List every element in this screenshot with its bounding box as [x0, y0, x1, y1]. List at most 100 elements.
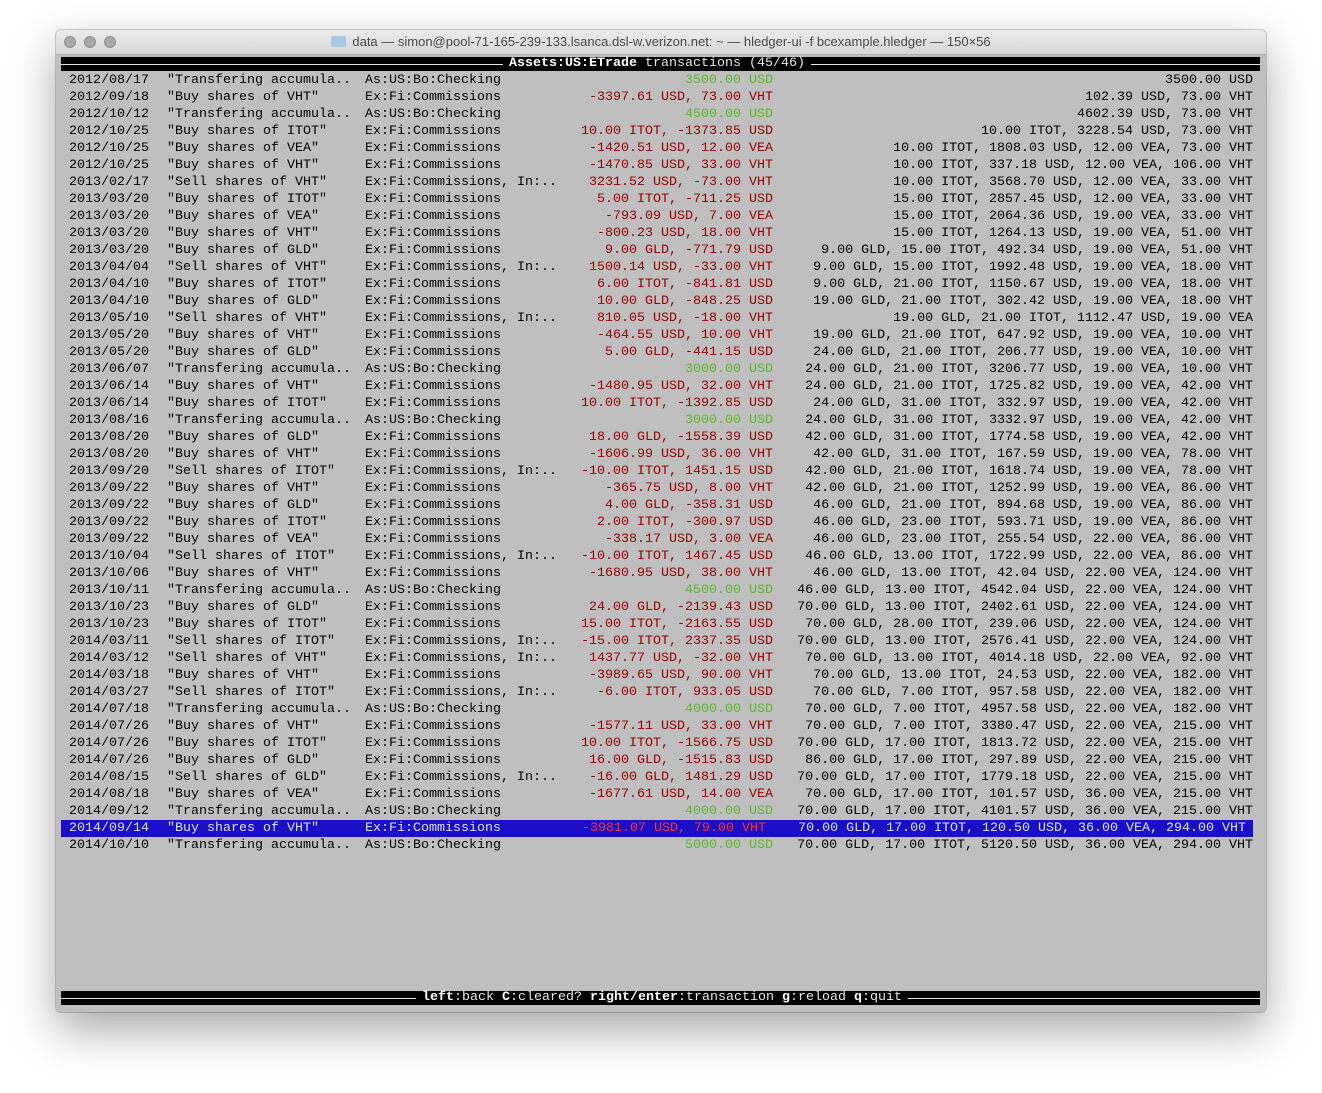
position-indicator: (45/46) — [748, 56, 805, 71]
table-row[interactable]: 2013/06/14 "Buy shares of VHT" Ex:Fi:Commi… — [61, 378, 1260, 395]
cell-amount: 4000.00 USD — [685, 804, 773, 819]
keybinding-hints: left:back C:cleared? right/enter:transac… — [416, 991, 908, 1005]
cell-amount: 4000.00 USD — [685, 702, 773, 717]
table-row[interactable]: 2013/10/11 "Transfering accumula.. As:US:B… — [61, 582, 1260, 599]
cell-description: "Transfering accumula.. — [167, 107, 351, 122]
table-row[interactable]: 2013/09/22 "Buy shares of VEA" Ex:Fi:Commi… — [61, 531, 1260, 548]
keybinding-back: left:back — [422, 990, 494, 1005]
table-row[interactable]: 2013/04/04 "Sell shares of VHT" Ex:Fi:Comm… — [61, 259, 1260, 276]
table-row[interactable]: 2013/03/20 "Buy shares of GLD" Ex:Fi:Commi… — [61, 242, 1260, 259]
cell-date: 2012/10/25 — [69, 124, 149, 139]
table-row[interactable]: 2013/06/14 "Buy shares of ITOT" Ex:Fi:Comm… — [61, 395, 1260, 412]
table-row[interactable]: 2013/03/20 "Buy shares of VHT" Ex:Fi:Commi… — [61, 225, 1260, 242]
cell-description: "Sell shares of VHT" — [167, 175, 327, 190]
table-row[interactable]: 2013/09/20 "Sell shares of ITOT" Ex:Fi:Com… — [61, 463, 1260, 480]
table-row[interactable]: 2013/09/22 "Buy shares of VHT" Ex:Fi:Commi… — [61, 480, 1260, 497]
table-row-selected[interactable]: 2014/09/14 "Buy shares of VHT" Ex:Fi:Commi… — [61, 820, 1253, 837]
cell-amount: 2.00 ITOT, -300.97 USD — [597, 515, 773, 530]
cell-date: 2014/09/12 — [69, 804, 149, 819]
table-row[interactable]: 2013/10/04 "Sell shares of ITOT" Ex:Fi:Com… — [61, 548, 1260, 565]
cell-description: "Buy shares of VHT" — [167, 226, 319, 241]
cell-account: Ex:Fi:Commissions — [365, 430, 501, 445]
cell-description: "Buy shares of ITOT" — [167, 124, 327, 139]
table-row[interactable]: 2014/07/18 "Transfering accumula.. As:US:B… — [61, 701, 1260, 718]
cell-amount: -3397.61 USD, 73.00 VHT — [589, 90, 773, 105]
cell-amount: 15.00 ITOT, -2163.55 USD — [581, 617, 773, 632]
table-row[interactable]: 2013/10/23 "Buy shares of ITOT" Ex:Fi:Comm… — [61, 616, 1260, 633]
cell-balance: 46.00 GLD, 21.00 ITOT, 894.68 USD, 19.00… — [813, 498, 1253, 513]
table-row[interactable]: 2013/09/22 "Buy shares of ITOT" Ex:Fi:Comm… — [61, 514, 1260, 531]
terminal-content[interactable]: Assets:US:ETrade transactions (45/46) 20… — [61, 55, 1260, 1012]
key-label: right/enter — [590, 990, 678, 1005]
table-row[interactable]: 2014/09/12 "Transfering accumula.. As:US:B… — [61, 803, 1260, 820]
cell-description: "Transfering accumula.. — [167, 73, 351, 88]
cell-balance: 70.00 GLD, 17.00 ITOT, 120.50 USD, 36.00… — [798, 821, 1246, 836]
cell-balance: 24.00 GLD, 21.00 ITOT, 206.77 USD, 19.00… — [813, 345, 1253, 360]
cell-date: 2013/04/10 — [69, 277, 149, 292]
cell-balance: 46.00 GLD, 13.00 ITOT, 4542.04 USD, 22.0… — [797, 583, 1253, 598]
table-row[interactable]: 2013/05/20 "Buy shares of VHT" Ex:Fi:Commi… — [61, 327, 1260, 344]
cell-date: 2013/10/11 — [69, 583, 149, 598]
zoom-button[interactable] — [104, 36, 116, 48]
cell-amount: 10.00 GLD, -848.25 USD — [597, 294, 773, 309]
table-row[interactable]: 2013/09/22 "Buy shares of GLD" Ex:Fi:Commi… — [61, 497, 1260, 514]
cell-amount: -365.75 USD, 8.00 VHT — [605, 481, 773, 496]
cell-account: Ex:Fi:Commissions, In:.. — [365, 464, 557, 479]
table-row[interactable]: 2014/10/10 "Transfering accumula.. As:US:B… — [61, 837, 1260, 854]
cell-account: Ex:Fi:Commissions — [365, 141, 501, 156]
cell-description: "Sell shares of ITOT" — [167, 549, 335, 564]
cell-account: Ex:Fi:Commissions — [365, 192, 501, 207]
cell-balance: 9.00 GLD, 15.00 ITOT, 492.34 USD, 19.00 … — [821, 243, 1253, 258]
table-row[interactable]: 2013/08/20 "Buy shares of GLD" Ex:Fi:Commi… — [61, 429, 1260, 446]
cell-date: 2014/07/26 — [69, 719, 149, 734]
table-row[interactable]: 2014/03/11 "Sell shares of ITOT" Ex:Fi:Com… — [61, 633, 1260, 650]
cell-balance: 70.00 GLD, 17.00 ITOT, 5120.50 USD, 36.0… — [797, 838, 1253, 853]
table-row[interactable]: 2013/05/20 "Buy shares of GLD" Ex:Fi:Commi… — [61, 344, 1260, 361]
table-row[interactable]: 2014/03/27 "Sell shares of ITOT" Ex:Fi:Com… — [61, 684, 1260, 701]
table-row[interactable]: 2013/03/20 "Buy shares of ITOT" Ex:Fi:Comm… — [61, 191, 1260, 208]
minimize-button[interactable] — [84, 36, 96, 48]
cell-amount: 10.00 ITOT, -1392.85 USD — [581, 396, 773, 411]
key-label: q — [853, 990, 862, 1005]
cell-account: As:US:Bo:Checking — [365, 413, 501, 428]
cell-description: "Transfering accumula.. — [167, 413, 351, 428]
keybinding-transaction: right/enter:transaction — [590, 990, 774, 1005]
table-row[interactable]: 2013/04/10 "Buy shares of GLD" Ex:Fi:Commi… — [61, 293, 1260, 310]
table-row[interactable]: 2012/10/12 "Transfering accumula.. As:US:B… — [61, 106, 1260, 123]
key-label: g — [781, 990, 790, 1005]
table-row[interactable]: 2012/10/25 "Buy shares of VHT" Ex:Fi:Commi… — [61, 157, 1260, 174]
cell-amount: 9.00 GLD, -771.79 USD — [605, 243, 773, 258]
cell-description: "Buy shares of ITOT" — [167, 192, 327, 207]
table-row[interactable]: 2013/05/10 "Sell shares of VHT" Ex:Fi:Comm… — [61, 310, 1260, 327]
table-row[interactable]: 2014/07/26 "Buy shares of ITOT" Ex:Fi:Comm… — [61, 735, 1260, 752]
table-row[interactable]: 2014/03/18 "Buy shares of VHT" Ex:Fi:Commi… — [61, 667, 1260, 684]
cell-amount: 5000.00 USD — [685, 838, 773, 853]
table-row[interactable]: 2014/08/18 "Buy shares of VEA" Ex:Fi:Commi… — [61, 786, 1260, 803]
table-row[interactable]: 2012/09/18 "Buy shares of VHT" Ex:Fi:Commi… — [61, 89, 1260, 106]
cell-balance: 70.00 GLD, 17.00 ITOT, 4101.57 USD, 36.0… — [797, 804, 1253, 819]
cell-balance: 70.00 GLD, 17.00 ITOT, 101.57 USD, 36.00… — [805, 787, 1253, 802]
cell-account: Ex:Fi:Commissions — [365, 124, 501, 139]
table-row[interactable]: 2014/08/15 "Sell shares of GLD" Ex:Fi:Comm… — [61, 769, 1260, 786]
table-row[interactable]: 2012/10/25 "Buy shares of VEA" Ex:Fi:Commi… — [61, 140, 1260, 157]
table-row[interactable]: 2013/08/20 "Buy shares of VHT" Ex:Fi:Commi… — [61, 446, 1260, 463]
table-row[interactable]: 2014/03/12 "Sell shares of VHT" Ex:Fi:Comm… — [61, 650, 1260, 667]
table-row[interactable]: 2013/03/20 "Buy shares of VEA" Ex:Fi:Commi… — [61, 208, 1260, 225]
table-row[interactable]: 2012/10/25 "Buy shares of ITOT" Ex:Fi:Comm… — [61, 123, 1260, 140]
table-row[interactable]: 2012/08/17 "Transfering accumula.. As:US:B… — [61, 72, 1260, 89]
table-row[interactable]: 2013/02/17 "Sell shares of VHT" Ex:Fi:Comm… — [61, 174, 1260, 191]
table-row[interactable]: 2013/08/16 "Transfering accumula.. As:US:B… — [61, 412, 1260, 429]
cell-account: Ex:Fi:Commissions, In:.. — [365, 175, 557, 190]
close-button[interactable] — [64, 36, 76, 48]
table-row[interactable]: 2013/10/06 "Buy shares of VHT" Ex:Fi:Commi… — [61, 565, 1260, 582]
table-row[interactable]: 2013/04/10 "Buy shares of ITOT" Ex:Fi:Comm… — [61, 276, 1260, 293]
table-row[interactable]: 2014/07/26 "Buy shares of VHT" Ex:Fi:Commi… — [61, 718, 1260, 735]
table-row[interactable]: 2013/10/23 "Buy shares of GLD" Ex:Fi:Commi… — [61, 599, 1260, 616]
cell-account: Ex:Fi:Commissions — [365, 600, 501, 615]
table-row[interactable]: 2013/06/07 "Transfering accumula.. As:US:B… — [61, 361, 1260, 378]
cell-balance: 70.00 GLD, 13.00 ITOT, 4014.18 USD, 22.0… — [805, 651, 1253, 666]
table-row[interactable]: 2014/07/26 "Buy shares of GLD" Ex:Fi:Commi… — [61, 752, 1260, 769]
cell-date: 2013/09/22 — [69, 498, 149, 513]
cell-description: "Buy shares of VHT" — [167, 821, 319, 836]
transaction-list[interactable]: 2012/08/17 "Transfering accumula.. As:US:B… — [61, 72, 1260, 854]
